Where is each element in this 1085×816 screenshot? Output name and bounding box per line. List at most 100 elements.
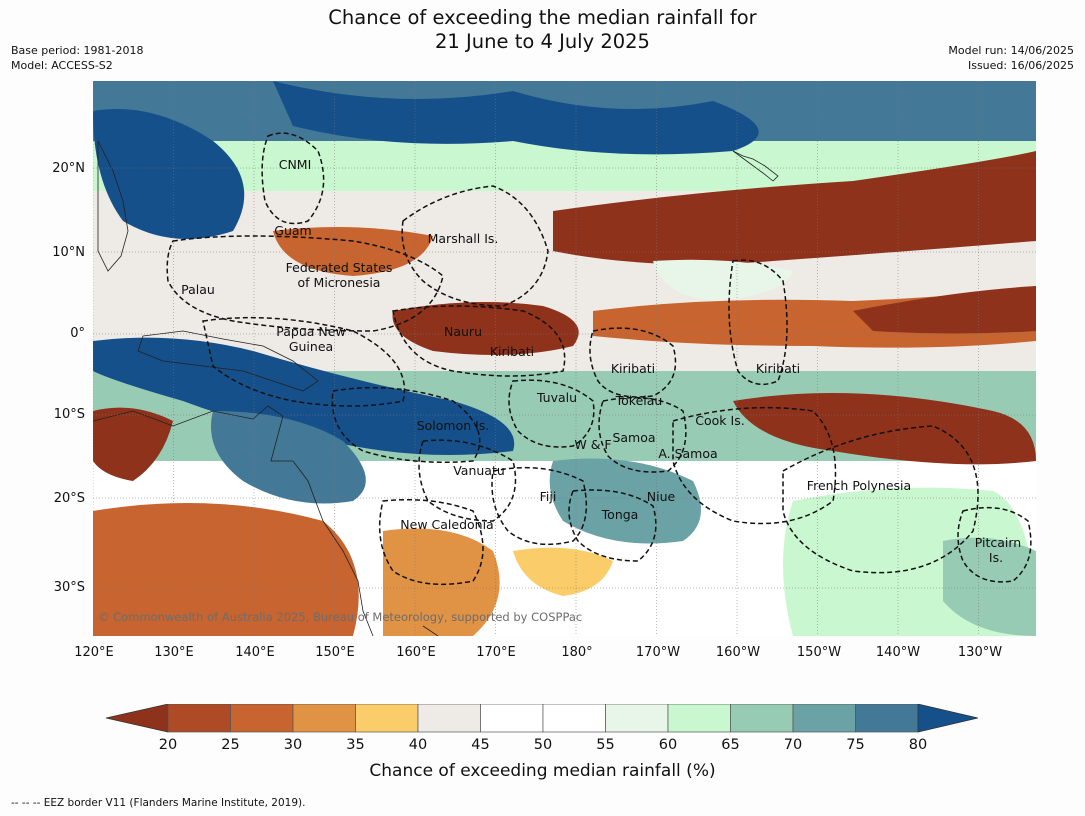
region-label: Samoa bbox=[612, 430, 655, 445]
region-label: Kiribati bbox=[611, 361, 655, 376]
colorbar-bin bbox=[167, 704, 231, 733]
blob-equatorial-dry-core bbox=[853, 286, 1036, 334]
blob-png-wet bbox=[211, 411, 366, 504]
longitude-label: 140°W bbox=[875, 645, 921, 660]
colorbar-tick-label: 30 bbox=[283, 737, 303, 753]
colorbar-tick-label: 20 bbox=[158, 737, 178, 753]
region-label: Tuvalu bbox=[536, 390, 577, 405]
region-label: Tokelau bbox=[615, 393, 663, 408]
model-run: Model run: 14/06/2025 bbox=[948, 44, 1074, 57]
region-label: Pitcairn bbox=[975, 535, 1021, 550]
region-label: Vanuatu bbox=[453, 463, 505, 478]
new-guinea-coast bbox=[137, 330, 319, 392]
blob-micronesia-dry bbox=[273, 227, 433, 276]
region-label: Is. bbox=[989, 550, 1003, 565]
region-label: Tonga bbox=[601, 507, 639, 522]
colorbar-bin bbox=[355, 704, 419, 733]
colorbar-tick-label: 60 bbox=[658, 737, 678, 753]
colorbar-bin bbox=[730, 704, 794, 733]
colorbar-tick-label: 65 bbox=[721, 737, 740, 753]
blob-tasman-dry bbox=[383, 528, 500, 636]
blob-coral-sea-wet bbox=[93, 337, 515, 455]
colorbar-bin bbox=[480, 704, 544, 733]
colorbar-tick-label: 50 bbox=[533, 737, 553, 753]
colorbar-bin bbox=[667, 704, 731, 733]
region-label: Guinea bbox=[289, 339, 333, 354]
rainfall-map: CNMI Guam Marshall Is. Federated States of M… bbox=[93, 81, 1036, 636]
colorbar-tick-label: 70 bbox=[783, 737, 803, 753]
eez-french-polynesia bbox=[782, 425, 979, 574]
blob-australia-dry bbox=[93, 503, 359, 636]
longitude-label: 150°E bbox=[315, 645, 355, 660]
region-label: CNMI bbox=[279, 157, 312, 172]
longitude-label: 150°W bbox=[796, 645, 842, 660]
eez-png bbox=[202, 316, 406, 407]
region-label: Fiji bbox=[540, 489, 557, 504]
new-zealand-north bbox=[422, 625, 439, 636]
region-label: Federated States bbox=[286, 260, 393, 275]
longitude-label: 170°E bbox=[476, 645, 516, 660]
longitude-label: 120°E bbox=[74, 645, 114, 660]
colorbar-label: Chance of exceeding median rainfall (%) bbox=[369, 761, 716, 781]
eez-cook bbox=[672, 406, 837, 525]
colorbar-tick-label: 35 bbox=[346, 737, 365, 753]
region-label: of Micronesia bbox=[298, 275, 381, 290]
region-label: Solomon Is. bbox=[417, 418, 490, 433]
colorbar-bin bbox=[792, 704, 856, 733]
blob-fiji-tonga-wet bbox=[549, 458, 701, 544]
eez-footnote: -- -- -- EEZ border V11 (Flanders Marine… bbox=[11, 797, 306, 809]
eez-cnmi bbox=[261, 132, 325, 225]
region-label: French Polynesia bbox=[807, 478, 911, 493]
region-label: Palau bbox=[181, 282, 215, 297]
blob-north-australia-dry bbox=[93, 407, 173, 481]
eez-nauru-kiribati bbox=[392, 305, 566, 377]
eez-tonga bbox=[568, 489, 657, 562]
latitude-label: 0° bbox=[70, 326, 85, 341]
longitude-label: 170°W bbox=[635, 645, 681, 660]
longitude-label: 130°E bbox=[154, 645, 194, 660]
base-period: Base period: 1981-2018 bbox=[11, 44, 144, 57]
eez-vanuatu bbox=[418, 439, 517, 522]
eez-solomon bbox=[331, 386, 481, 463]
title-line-2: 21 June to 4 July 2025 bbox=[435, 30, 650, 53]
region-label: W & F bbox=[574, 437, 611, 452]
colorbar-bin bbox=[417, 704, 481, 733]
colorbar bbox=[106, 704, 978, 733]
colorbar-over-arrow bbox=[917, 704, 978, 733]
longitude-label: 140°E bbox=[235, 645, 275, 660]
colorbar-tick-label: 25 bbox=[221, 737, 240, 753]
eez-kiribati-phoenix bbox=[589, 327, 677, 398]
region-label: Kiribati bbox=[756, 361, 800, 376]
region-label: Cook Is. bbox=[695, 413, 744, 428]
latitude-label: 10°S bbox=[53, 407, 85, 422]
title-line-1: Chance of exceeding the median rainfall … bbox=[328, 6, 757, 29]
eez-new-caledonia bbox=[378, 499, 484, 586]
eez-kiribati-line bbox=[728, 259, 788, 386]
colorbar-tick-label: 75 bbox=[846, 737, 865, 753]
colorbar-bin bbox=[605, 704, 669, 733]
colorbar-bin bbox=[855, 704, 919, 733]
latitude-label: 20°S bbox=[53, 491, 85, 506]
meta-right: Model run: 14/06/2025 Issued: 16/06/2025 bbox=[948, 44, 1074, 73]
meta-left: Base period: 1981-2018 Model: ACCESS-S2 bbox=[11, 44, 143, 73]
issued-date: Issued: 16/06/2025 bbox=[967, 58, 1074, 72]
eez-pitcairn bbox=[957, 506, 1032, 583]
chart-title: Chance of exceeding the median rainfall … bbox=[0, 6, 1085, 54]
colorbar-bin bbox=[292, 704, 356, 733]
eez-tokelau-samoa bbox=[598, 396, 687, 473]
blob-north-blue bbox=[273, 81, 759, 155]
longitude-label: 160°E bbox=[396, 645, 436, 660]
australia-coast bbox=[93, 405, 374, 636]
longitude-label: 180° bbox=[561, 645, 593, 660]
blob-pitcairn-wet bbox=[943, 537, 1036, 636]
blob-north-dry-band bbox=[553, 151, 1036, 265]
colorbar-tick-label: 45 bbox=[471, 737, 490, 753]
region-label: Kiribati bbox=[490, 344, 534, 359]
region-label: Niue bbox=[647, 489, 676, 504]
region-label: Guam bbox=[274, 223, 311, 238]
latitude-label: 20°N bbox=[52, 161, 85, 176]
blob-south-yellow bbox=[513, 547, 613, 596]
region-label: Papua New bbox=[276, 324, 345, 339]
eez-tuvalu bbox=[508, 379, 595, 448]
